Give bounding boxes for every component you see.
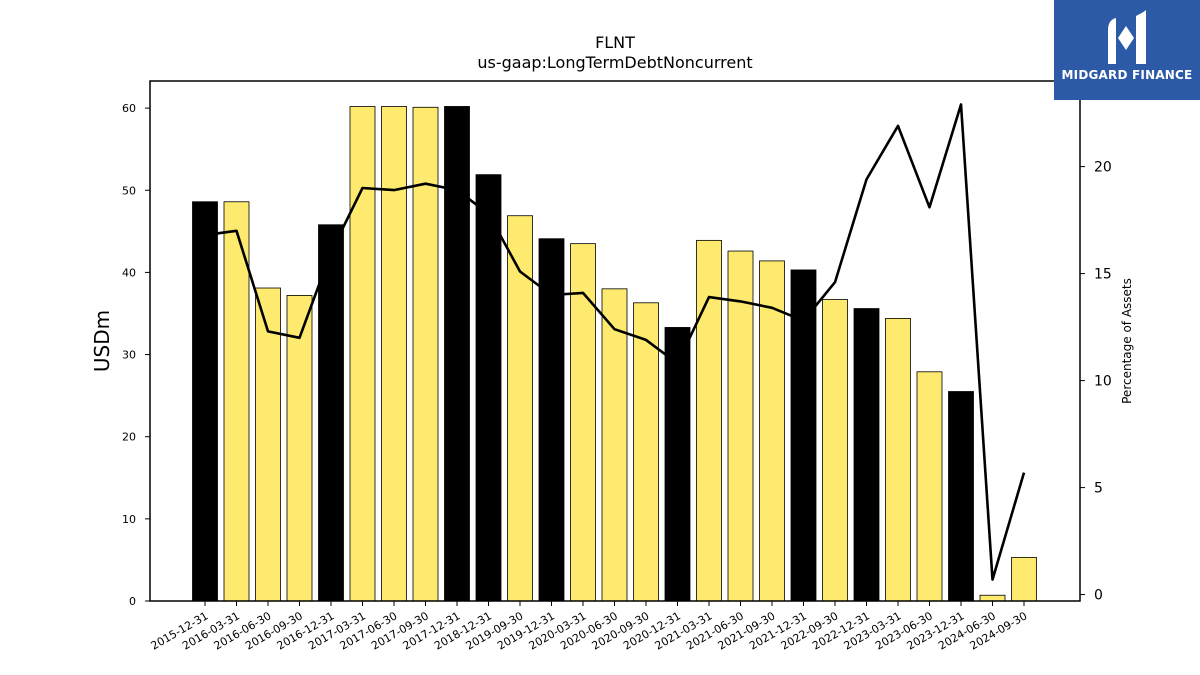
y-axis-left: 0 10 20 30 40 50 60	[122, 102, 150, 608]
y2-tick-label: 10	[1094, 374, 1112, 390]
bar	[601, 288, 628, 602]
y-axis-right: 0 5 10 15 20	[1080, 160, 1112, 604]
bar	[538, 238, 565, 602]
bar	[444, 106, 470, 602]
bar	[759, 260, 785, 602]
brand-logo: MIDGARD FINANCE	[1054, 0, 1200, 100]
bar	[885, 318, 911, 602]
y-tick-label: 0	[129, 595, 136, 608]
y2-axis-title: Percentage of Assets	[1120, 278, 1134, 404]
line-layer	[204, 103, 1026, 581]
y-tick-label: 60	[122, 102, 136, 115]
bar	[979, 594, 1006, 602]
bar	[727, 250, 754, 602]
chart-subtitle: us-gaap:LongTermDebtNoncurrent	[477, 53, 752, 72]
bar	[381, 106, 407, 602]
y-tick-label: 10	[122, 513, 136, 526]
y-tick-label: 20	[122, 431, 136, 444]
y2-tick-label: 0	[1094, 588, 1103, 604]
y2-tick-label: 5	[1094, 481, 1103, 497]
chart-title: FLNT	[595, 33, 635, 52]
bar	[192, 201, 218, 602]
bar	[633, 302, 659, 602]
bar	[664, 327, 691, 602]
bar	[255, 287, 281, 602]
series-line	[204, 103, 1026, 581]
bar	[1011, 557, 1037, 602]
bar	[853, 308, 880, 602]
x-axis: 2015-12-312016-03-312016-06-302016-09-30…	[149, 601, 1030, 653]
bar	[475, 174, 502, 602]
bar	[696, 239, 722, 602]
logo-mark-icon	[1108, 10, 1146, 64]
bar	[948, 391, 974, 602]
y2-tick-label: 15	[1094, 267, 1112, 283]
y2-tick-label: 20	[1094, 160, 1112, 176]
bar	[318, 224, 344, 602]
bar	[507, 215, 533, 602]
bar	[223, 201, 250, 602]
y-tick-label: 50	[122, 184, 136, 197]
y-axis-title: USDm	[90, 310, 114, 372]
bar	[349, 106, 376, 602]
bar	[412, 106, 439, 602]
bar	[822, 299, 848, 602]
bar	[286, 295, 313, 602]
bars-layer	[192, 106, 1037, 602]
bar	[916, 371, 943, 602]
y-tick-label: 30	[122, 349, 136, 362]
logo-text: MIDGARD FINANCE	[1061, 68, 1193, 82]
y-tick-label: 40	[122, 266, 136, 279]
bar	[570, 243, 596, 602]
